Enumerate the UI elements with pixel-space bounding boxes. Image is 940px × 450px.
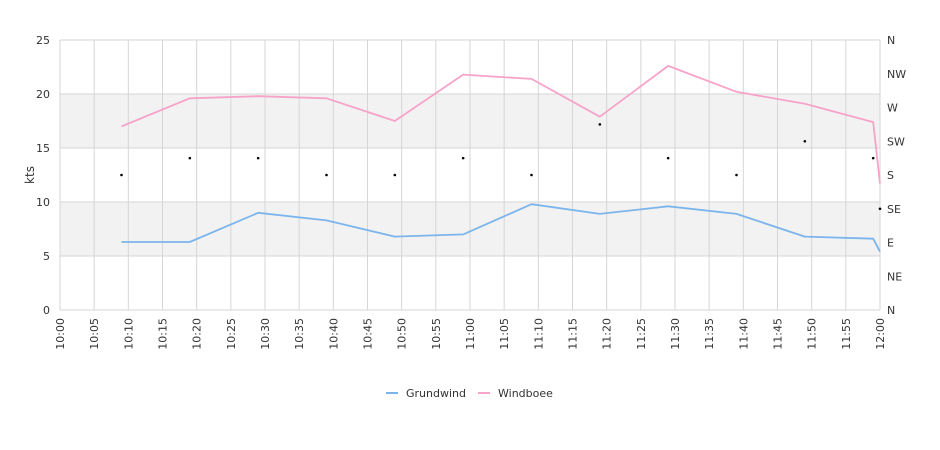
x-tick-label: 11:05 <box>498 318 511 350</box>
x-tick-label: 11:25 <box>635 318 648 350</box>
y2-tick-label: E <box>887 237 894 250</box>
direction-point <box>120 173 123 177</box>
direction-point <box>461 156 465 160</box>
direction-point <box>325 173 328 177</box>
x-tick-label: 10:50 <box>396 318 409 350</box>
y-tick-label: 20 <box>36 88 50 101</box>
x-tick-label: 11:55 <box>840 318 853 350</box>
y2-tick-label: NE <box>887 270 902 283</box>
x-tick-label: 12:00 <box>874 318 887 350</box>
x-tick-label: 10:00 <box>54 318 67 350</box>
direction-point <box>188 156 192 160</box>
y-tick-label: 5 <box>43 250 50 263</box>
series-line-grundwind <box>121 203 881 253</box>
direction-point <box>666 156 670 160</box>
x-tick-label: 11:40 <box>737 318 750 350</box>
series-line-windboee <box>121 65 881 184</box>
legend-label-windboee: Windboee <box>498 387 553 400</box>
direction-point <box>871 156 875 160</box>
x-tick-label: 11:00 <box>464 318 477 350</box>
x-tick-label: 11:30 <box>669 318 682 350</box>
y-axis-ticks: 0 5 10 15 20 25 <box>36 34 50 317</box>
x-tick-label: 10:20 <box>191 318 204 350</box>
direction-point <box>530 173 533 177</box>
direction-point <box>598 123 602 126</box>
direction-point <box>256 156 260 160</box>
x-tick-label: 11:10 <box>532 318 545 350</box>
x-tick-label: 10:30 <box>259 318 272 350</box>
legend: Grundwind Windboee <box>386 387 553 400</box>
x-tick-label: 11:35 <box>703 318 716 350</box>
y2-tick-label: NW <box>887 68 906 81</box>
y-tick-label: 15 <box>36 142 50 155</box>
y2-tick-label: W <box>887 102 898 115</box>
x-tick-label: 11:20 <box>601 318 614 350</box>
x-tick-label: 10:45 <box>362 318 375 350</box>
y2-tick-label: SE <box>887 203 901 216</box>
x-tick-label: 10:25 <box>225 318 238 350</box>
x-tick-label: 10:10 <box>122 318 135 350</box>
y-tick-label: 25 <box>36 34 50 47</box>
y2-tick-label: N <box>887 304 895 317</box>
x-tick-label: 11:50 <box>806 318 819 350</box>
y-tick-label: 0 <box>43 304 50 317</box>
direction-points <box>120 123 882 211</box>
y2-tick-label: SW <box>887 135 905 148</box>
vertical-gridlines <box>59 40 881 310</box>
y-axis-title: kts <box>23 166 37 184</box>
direction-point <box>878 207 882 211</box>
legend-label-grundwind: Grundwind <box>406 387 466 400</box>
y2-axis-ticks: N NW W SW S SE E NE N <box>887 34 906 317</box>
x-tick-label: 10:05 <box>88 318 101 350</box>
y2-tick-label: S <box>887 169 894 182</box>
x-tick-label: 10:40 <box>327 318 340 350</box>
x-tick-label: 10:15 <box>157 318 170 350</box>
x-axis-ticks: 10:00 10:05 10:10 10:15 10:20 10:25 10:30 10:35… <box>54 318 887 350</box>
horizontal-gridlines <box>59 39 881 311</box>
y2-tick-label: N <box>887 34 895 47</box>
direction-point <box>735 173 738 177</box>
x-tick-label: 11:45 <box>772 318 785 350</box>
series-lines <box>121 65 881 253</box>
x-tick-label: 11:15 <box>567 318 580 350</box>
x-tick-label: 10:55 <box>430 318 443 350</box>
y-tick-label: 10 <box>36 196 50 209</box>
x-tick-label: 10:35 <box>293 318 306 350</box>
direction-point <box>393 173 397 177</box>
direction-point <box>803 139 807 143</box>
